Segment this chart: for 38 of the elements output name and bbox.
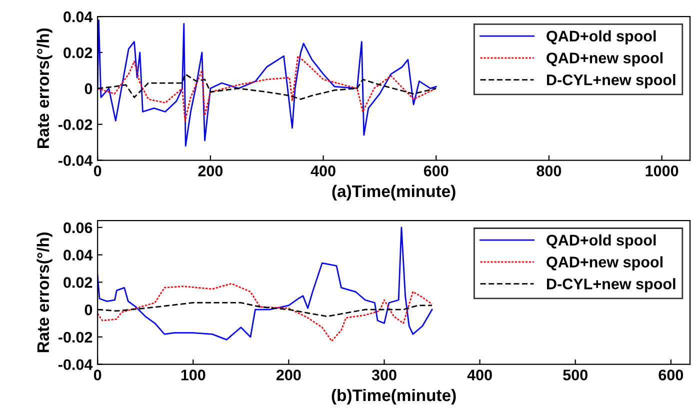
x-axis-title: (a)Time(minute) — [332, 184, 456, 200]
legend-label: QAD+new spool — [546, 256, 662, 270]
y-tick-label: 0 — [84, 83, 92, 94]
y-tick-label: 0.06 — [64, 222, 92, 234]
x-tick-label: 500 — [563, 370, 588, 380]
x-tick-label: 0 — [94, 370, 102, 380]
y-tick-label: -0.02 — [58, 332, 92, 343]
legend-label: QAD+old spool — [546, 234, 656, 249]
x-tick-label: 400 — [467, 370, 492, 380]
y-tick-label: 0.04 — [64, 250, 93, 261]
x-axis-title: (b)Time(minute) — [332, 388, 456, 405]
y-tick-label: 0.02 — [64, 47, 92, 58]
line-series — [98, 19, 437, 147]
x-tick-label: 600 — [658, 370, 684, 380]
x-tick-label: 400 — [310, 166, 336, 176]
y-tick-label: -0.04 — [58, 155, 93, 166]
legend-label: QAD+old spool — [546, 30, 656, 45]
y-tick-label: -0.02 — [58, 119, 92, 130]
line-series — [98, 282, 433, 342]
legend-label: QAD+new spool — [546, 52, 662, 66]
y-axis-title: Rate errors(°/h) — [36, 232, 52, 352]
line-series — [98, 55, 437, 122]
x-tick-label: 100 — [181, 370, 206, 380]
y-tick-label: 0.02 — [64, 277, 92, 288]
x-tick-label: 300 — [372, 370, 396, 380]
line-series — [98, 226, 433, 340]
x-tick-label: 600 — [424, 166, 448, 176]
y-tick-label: 0 — [84, 304, 92, 316]
legend-label: D-CYL+new spool — [547, 74, 676, 88]
x-tick-label: 1000 — [646, 166, 678, 176]
x-tick-label: 0 — [94, 166, 102, 176]
x-tick-label: 200 — [198, 166, 223, 176]
legend-label: D-CYL+new spool — [547, 278, 676, 292]
x-tick-label: 200 — [276, 370, 301, 380]
y-axis-title: Rate errors(°/h) — [36, 28, 52, 148]
x-tick-label: 800 — [536, 166, 562, 176]
y-tick-label: -0.04 — [58, 359, 93, 370]
y-tick-label: 0.04 — [64, 11, 93, 22]
